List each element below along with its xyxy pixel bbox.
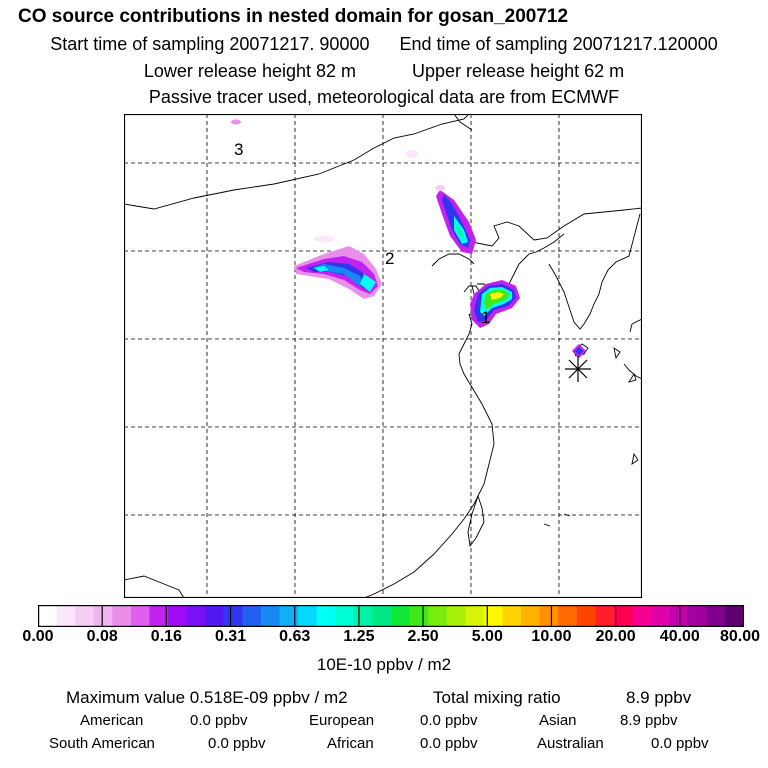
asterisk-marker-icon bbox=[565, 356, 591, 382]
south-american-value: 0.0 ppbv bbox=[208, 735, 266, 752]
graticule bbox=[124, 114, 642, 598]
colorbar-swatch bbox=[56, 605, 76, 627]
colorbar-tick-label: 0.63 bbox=[279, 628, 311, 645]
colorbar-tick-label: 20.00 bbox=[595, 628, 636, 645]
colorbar-swatch bbox=[186, 605, 206, 627]
colorbar-swatch bbox=[112, 605, 132, 627]
colorbar-swatch bbox=[576, 605, 596, 627]
total-mixing-label: Total mixing ratio bbox=[433, 688, 561, 707]
upper-release-label: Upper release height 62 m bbox=[412, 61, 625, 81]
colorbar-swatch bbox=[298, 605, 318, 627]
african-label: African bbox=[327, 735, 374, 752]
colorbar-swatch bbox=[446, 605, 466, 627]
european-label: European bbox=[309, 712, 375, 729]
colorbar-swatch bbox=[465, 605, 485, 627]
plume-3 bbox=[231, 119, 241, 125]
colorbar-swatch bbox=[688, 605, 708, 627]
colorbar-tick-label: 0.16 bbox=[150, 628, 182, 645]
colorbar-swatch bbox=[613, 605, 634, 627]
american-label: American bbox=[80, 712, 144, 729]
sampling-times: Start time of sampling 20071217. 90000 En… bbox=[0, 34, 768, 55]
colorbar-swatch bbox=[539, 605, 559, 627]
colorbar-swatch bbox=[428, 605, 448, 627]
colorbar-swatch bbox=[75, 605, 95, 627]
colorbar-swatch bbox=[260, 605, 281, 627]
asian-label: Asian bbox=[539, 712, 577, 729]
colorbar-swatch bbox=[651, 605, 671, 627]
map-panel: 3 2 1 bbox=[124, 114, 642, 598]
colorbar-swatch bbox=[483, 605, 503, 627]
tracer-note: Passive tracer used, meteorological data… bbox=[148, 87, 620, 107]
african-value: 0.0 ppbv bbox=[420, 735, 478, 752]
colorbar-swatch bbox=[502, 605, 522, 627]
colorbar-swatch bbox=[168, 605, 188, 627]
colorbar-tick-labels: 0.00 0.08 0.16 0.31 0.63 1.25 2.50 5.00 10.00 20.… bbox=[0, 628, 768, 652]
australian-value: 0.0 ppbv bbox=[651, 735, 709, 752]
map-label-3: 3 bbox=[234, 140, 243, 159]
plume-1 bbox=[470, 280, 520, 328]
total-mixing-value: 8.9 ppbv bbox=[626, 688, 692, 707]
colorbar-swatch bbox=[706, 605, 726, 627]
colorbar-tick-label: 10.00 bbox=[531, 628, 572, 645]
plume-receptor bbox=[571, 343, 587, 359]
plot-title: CO source contributions in nested domain… bbox=[18, 6, 569, 27]
colorbar-swatch bbox=[335, 605, 355, 627]
colorbar-swatch bbox=[595, 605, 615, 627]
colorbar-tick-label: 1.25 bbox=[343, 628, 375, 645]
colorbar-tick-label: 2.50 bbox=[407, 628, 439, 645]
plume-north bbox=[406, 150, 476, 254]
colorbar-swatch bbox=[279, 605, 299, 627]
colorbar-tick-label: 0.08 bbox=[86, 628, 118, 645]
colorbar-swatch bbox=[353, 605, 373, 627]
american-value: 0.0 ppbv bbox=[190, 712, 248, 729]
colorbar-tick-label: 80.00 bbox=[719, 628, 761, 645]
colorbar-swatch bbox=[372, 605, 392, 627]
colorbar-swatch bbox=[521, 605, 541, 627]
map-label-1: 1 bbox=[481, 308, 490, 327]
colorbar-swatch bbox=[130, 605, 150, 627]
lower-release-label: Lower release height 82 m bbox=[143, 61, 356, 81]
colorbar-swatch bbox=[242, 605, 262, 627]
colorbar-tick-label: 0.31 bbox=[214, 628, 247, 645]
end-time-label: End time of sampling 20071217.120000 bbox=[399, 34, 718, 54]
colorbar-frame bbox=[38, 605, 744, 627]
colorbar-swatch bbox=[558, 605, 578, 627]
australian-label: Australian bbox=[537, 735, 604, 752]
colorbar-swatch bbox=[223, 605, 243, 627]
colorbar-swatch bbox=[316, 605, 336, 627]
european-value: 0.0 ppbv bbox=[420, 712, 478, 729]
south-american-label: South American bbox=[49, 735, 155, 752]
colorbar-swatch bbox=[93, 605, 113, 627]
colorbar-swatch bbox=[632, 605, 652, 627]
asian-value: 8.9 ppbv bbox=[620, 712, 678, 729]
release-heights: Lower release height 82 m Upper release h… bbox=[0, 61, 768, 82]
map-label-2: 2 bbox=[385, 249, 394, 268]
colorbar-swatch bbox=[725, 605, 744, 627]
colorbar bbox=[38, 605, 744, 627]
colorbar-unit: 10E-10 ppbv / m2 bbox=[316, 655, 452, 674]
colorbar-swatch bbox=[38, 605, 58, 627]
colorbar-swatch bbox=[205, 605, 225, 627]
colorbar-swatch bbox=[409, 605, 429, 627]
colorbar-swatch bbox=[149, 605, 169, 627]
colorbar-swatch bbox=[391, 605, 411, 627]
colorbar-tick-label: 0.00 bbox=[22, 628, 54, 645]
plume-2 bbox=[294, 236, 382, 299]
max-value-label: Maximum value 0.518E-09 ppbv / m2 bbox=[66, 688, 348, 707]
start-time-label: Start time of sampling 20071217. 90000 bbox=[50, 34, 370, 54]
colorbar-tick-label: 40.00 bbox=[659, 628, 700, 645]
colorbar-tick-label: 5.00 bbox=[471, 628, 503, 645]
